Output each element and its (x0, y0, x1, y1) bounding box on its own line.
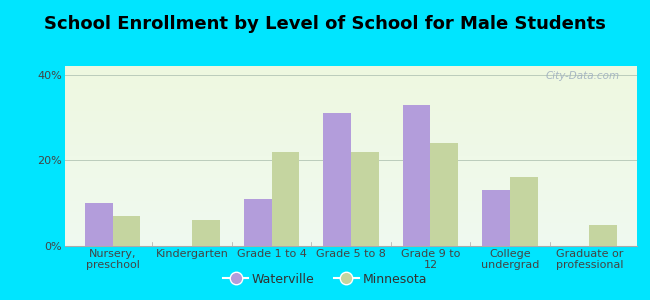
Bar (510, 177, 538, 246)
Bar (430, 143, 458, 246)
Text: City-Data.com: City-Data.com (546, 71, 620, 81)
Bar (351, 152, 379, 246)
Bar (402, 105, 430, 246)
Bar (85, 203, 112, 246)
Bar (272, 152, 300, 246)
Bar (323, 113, 351, 246)
Bar (112, 216, 140, 246)
Bar (590, 225, 617, 246)
Bar (192, 220, 220, 246)
Legend: Waterville, Minnesota: Waterville, Minnesota (218, 268, 432, 291)
Bar (482, 190, 510, 246)
Bar (244, 199, 272, 246)
Text: School Enrollment by Level of School for Male Students: School Enrollment by Level of School for… (44, 15, 606, 33)
